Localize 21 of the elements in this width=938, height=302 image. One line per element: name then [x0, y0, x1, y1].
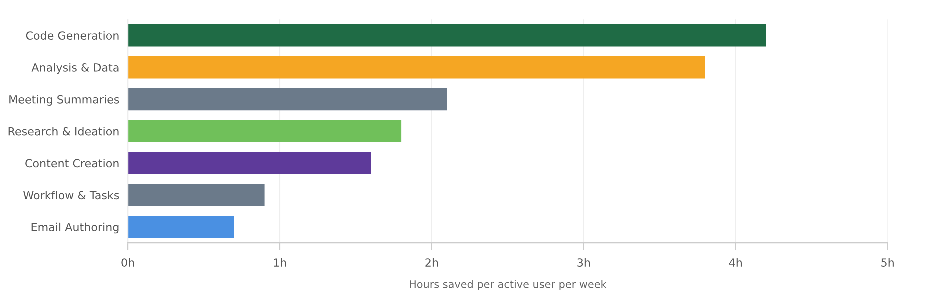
bar	[128, 56, 706, 79]
y-tick-label: Workflow & Tasks	[24, 191, 120, 200]
y-tick-label: Analysis & Data	[32, 63, 119, 74]
bar	[128, 88, 448, 111]
bar	[128, 152, 372, 174]
bar	[128, 184, 265, 206]
y-tick-label: Research & Ideation	[8, 127, 119, 136]
x-tick-label: 0h	[122, 258, 134, 267]
bar	[128, 24, 766, 47]
x-axis-title: Hours saved per active user per week	[410, 280, 607, 290]
x-tick-label: 4h	[729, 258, 742, 267]
x-tick-label: 2h	[426, 258, 438, 267]
x-tick-label: 5h	[882, 258, 894, 267]
y-tick-label: Code Generation	[26, 31, 119, 40]
y-tick-label: Content Creation	[26, 159, 119, 168]
y-tick-label: Meeting Summaries	[10, 95, 120, 106]
bar	[128, 216, 234, 238]
y-tick-label: Email Authoring	[32, 222, 119, 234]
x-tick-label: 3h	[578, 258, 590, 267]
x-tick-label: 1h	[274, 258, 286, 267]
bar	[128, 120, 402, 143]
